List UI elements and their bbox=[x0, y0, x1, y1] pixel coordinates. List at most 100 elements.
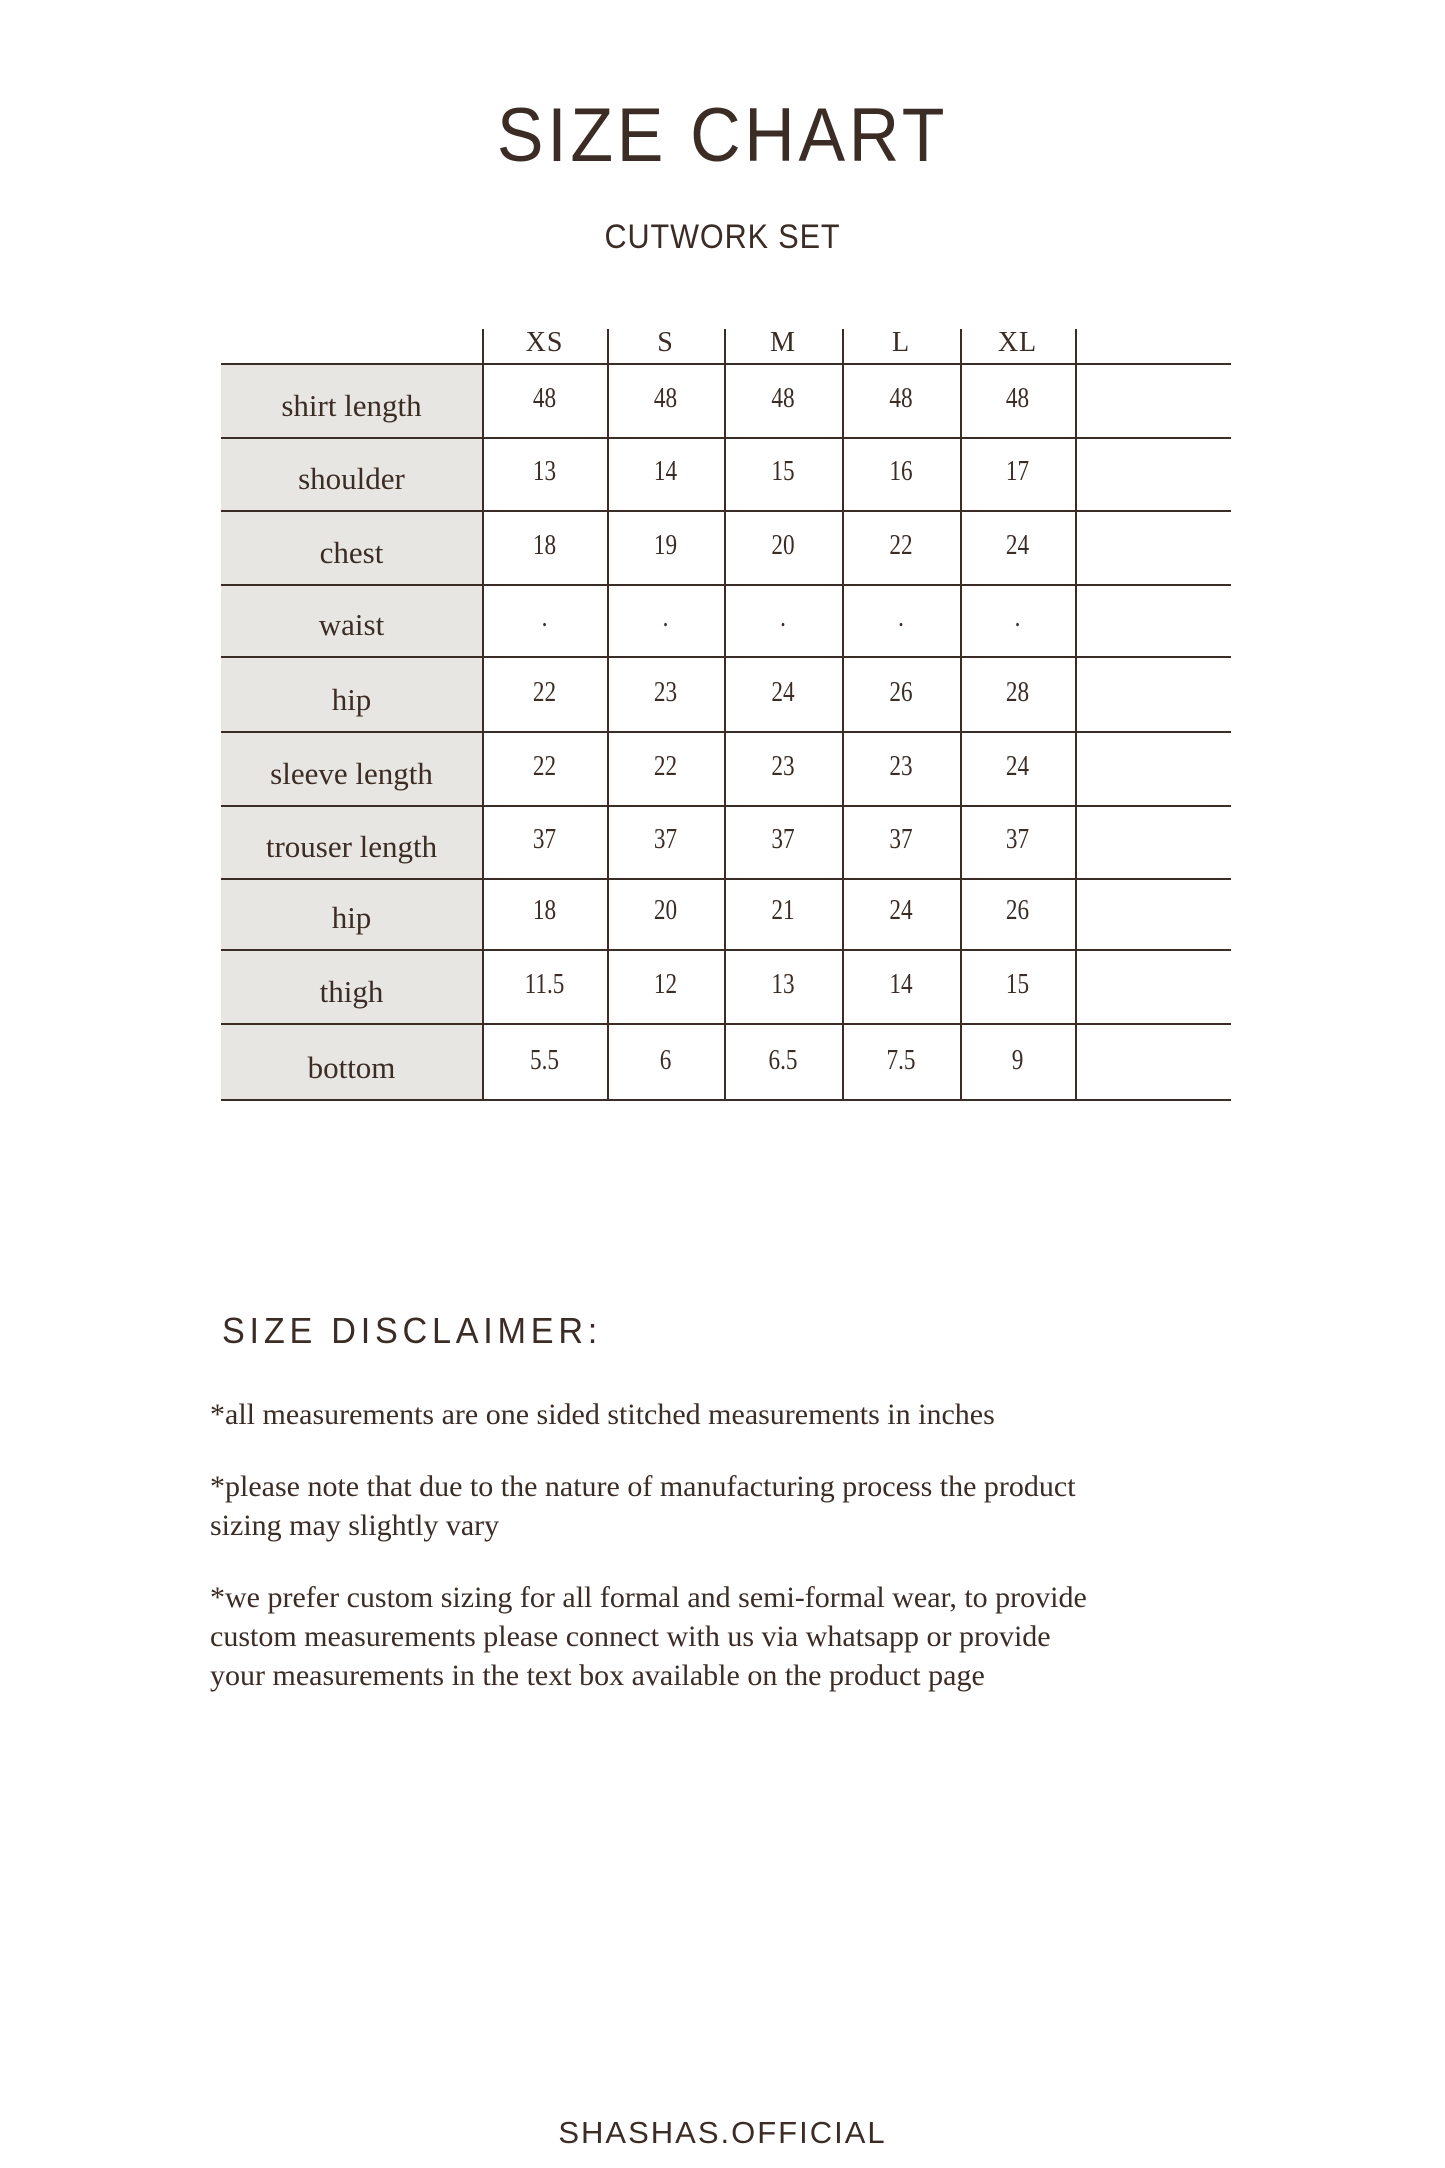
table-cell: 37 bbox=[1005, 823, 1030, 855]
disclaimer-line: custom measurements please connect with … bbox=[210, 1620, 1051, 1653]
table-cell: 17 bbox=[1005, 455, 1030, 487]
column-divider bbox=[482, 329, 484, 1100]
row-divider bbox=[221, 1099, 1231, 1101]
column-divider bbox=[724, 329, 726, 1100]
disclaimer-paragraph: *all measurements are one sided stitched… bbox=[210, 1395, 1210, 1434]
table-cell: 37 bbox=[889, 823, 913, 855]
column-header-l: L bbox=[891, 327, 911, 358]
column-divider bbox=[842, 329, 844, 1100]
table-cell: 7.5 bbox=[886, 1044, 916, 1076]
product-subtitle: CUTWORK SET bbox=[604, 218, 841, 256]
label-cell-background bbox=[221, 364, 482, 438]
row-label: thigh bbox=[319, 974, 384, 1009]
page-title: SIZE CHART bbox=[496, 93, 949, 178]
table-cell: 13 bbox=[771, 968, 795, 1000]
size-chart-table: XS S M L XL shirt length 48 48 48 48 48 shoulder 13 1… bbox=[221, 327, 1231, 1101]
table-cell: . bbox=[898, 601, 904, 633]
row-label: shirt length bbox=[281, 388, 422, 423]
table-cell: 18 bbox=[532, 529, 557, 561]
row-divider bbox=[221, 1023, 1231, 1025]
table-cell: 28 bbox=[1005, 676, 1030, 708]
table-cell: 48 bbox=[653, 382, 678, 414]
label-cell-background bbox=[221, 438, 482, 511]
table-cell: 21 bbox=[771, 894, 795, 926]
column-divider bbox=[607, 329, 609, 1100]
row-divider bbox=[221, 878, 1231, 880]
disclaimer-line: *please note that due to the nature of m… bbox=[210, 1470, 1076, 1503]
disclaimer-line: *we prefer custom sizing for all formal … bbox=[210, 1581, 1087, 1614]
table-cell: 14 bbox=[653, 455, 678, 487]
label-cell-background bbox=[221, 585, 482, 657]
table-cell: 37 bbox=[532, 823, 557, 855]
table-cell: 23 bbox=[889, 750, 913, 782]
table-cell: 6 bbox=[659, 1044, 672, 1076]
disclaimer-title: SIZE DISCLAIMER: bbox=[222, 1310, 603, 1351]
row-label: chest bbox=[319, 535, 384, 570]
table-cell: 5.5 bbox=[530, 1044, 559, 1076]
column-header-s: S bbox=[657, 327, 674, 358]
column-header-m: M bbox=[770, 327, 796, 358]
table-cell: 37 bbox=[771, 823, 795, 855]
table-cell: 15 bbox=[771, 455, 795, 487]
row-divider bbox=[221, 363, 1231, 365]
table-cell: 24 bbox=[1005, 750, 1030, 782]
column-header-xl: XL bbox=[997, 327, 1038, 358]
table-cell: . bbox=[662, 601, 669, 633]
table-cell: 20 bbox=[771, 529, 795, 561]
table-cell: . bbox=[541, 601, 548, 633]
row-divider bbox=[221, 584, 1231, 586]
table-cell: 48 bbox=[889, 382, 913, 414]
table-cell: 48 bbox=[1005, 382, 1030, 414]
table-cell: 37 bbox=[653, 823, 678, 855]
label-cell-background bbox=[221, 1024, 482, 1100]
table-cell: 9 bbox=[1011, 1044, 1024, 1076]
disclaimer-line: *all measurements are one sided stitched… bbox=[210, 1398, 995, 1431]
table-cell: 24 bbox=[1005, 529, 1030, 561]
table-cell: 22 bbox=[653, 750, 678, 782]
column-divider bbox=[1075, 329, 1077, 1100]
table-cell: 26 bbox=[1005, 894, 1030, 926]
table-cell: 12 bbox=[653, 968, 678, 1000]
row-label: hip bbox=[331, 682, 372, 717]
table-cell: 16 bbox=[889, 455, 913, 487]
disclaimer-line: your measurements in the text box availa… bbox=[210, 1659, 985, 1692]
label-cell-background bbox=[221, 806, 482, 879]
row-label: trouser length bbox=[265, 829, 438, 864]
table-cell: 14 bbox=[889, 968, 913, 1000]
table-cell: 22 bbox=[889, 529, 913, 561]
label-cell-background bbox=[221, 511, 482, 585]
footer-brand: SHASHAS.OFFICIAL bbox=[558, 2115, 887, 2150]
table-cell: 22 bbox=[532, 750, 557, 782]
row-label: bottom bbox=[307, 1050, 396, 1085]
row-label: sleeve length bbox=[270, 756, 433, 791]
table-cell: . bbox=[780, 601, 786, 633]
row-divider bbox=[221, 949, 1231, 951]
column-divider bbox=[960, 329, 962, 1100]
label-cell-background bbox=[221, 657, 482, 732]
table-cell: 24 bbox=[889, 894, 913, 926]
table-cell: 26 bbox=[889, 676, 913, 708]
table-cell: 23 bbox=[771, 750, 795, 782]
row-divider bbox=[221, 437, 1231, 439]
label-cell-background bbox=[221, 879, 482, 950]
table-cell: 15 bbox=[1005, 968, 1030, 1000]
row-label: shoulder bbox=[298, 461, 405, 496]
row-divider bbox=[221, 510, 1231, 512]
table-cell: 18 bbox=[532, 894, 557, 926]
column-header-xs: XS bbox=[525, 327, 564, 358]
table-cell: 22 bbox=[532, 676, 557, 708]
label-cell-background bbox=[221, 950, 482, 1024]
table-cell: 24 bbox=[771, 676, 795, 708]
disclaimer-paragraph: *please note that due to the nature of m… bbox=[210, 1467, 1210, 1545]
table-cell: . bbox=[1014, 601, 1021, 633]
label-cell-background bbox=[221, 732, 482, 806]
table-cell: 20 bbox=[653, 894, 678, 926]
table-cell: 48 bbox=[532, 382, 557, 414]
table-cell: 11.5 bbox=[524, 968, 565, 1000]
row-divider bbox=[221, 656, 1231, 658]
table-cell: 6.5 bbox=[768, 1044, 798, 1076]
disclaimer-paragraph: *we prefer custom sizing for all formal … bbox=[210, 1578, 1210, 1695]
row-label: waist bbox=[318, 607, 385, 642]
table-cell: 13 bbox=[532, 455, 557, 487]
row-divider bbox=[221, 731, 1231, 733]
